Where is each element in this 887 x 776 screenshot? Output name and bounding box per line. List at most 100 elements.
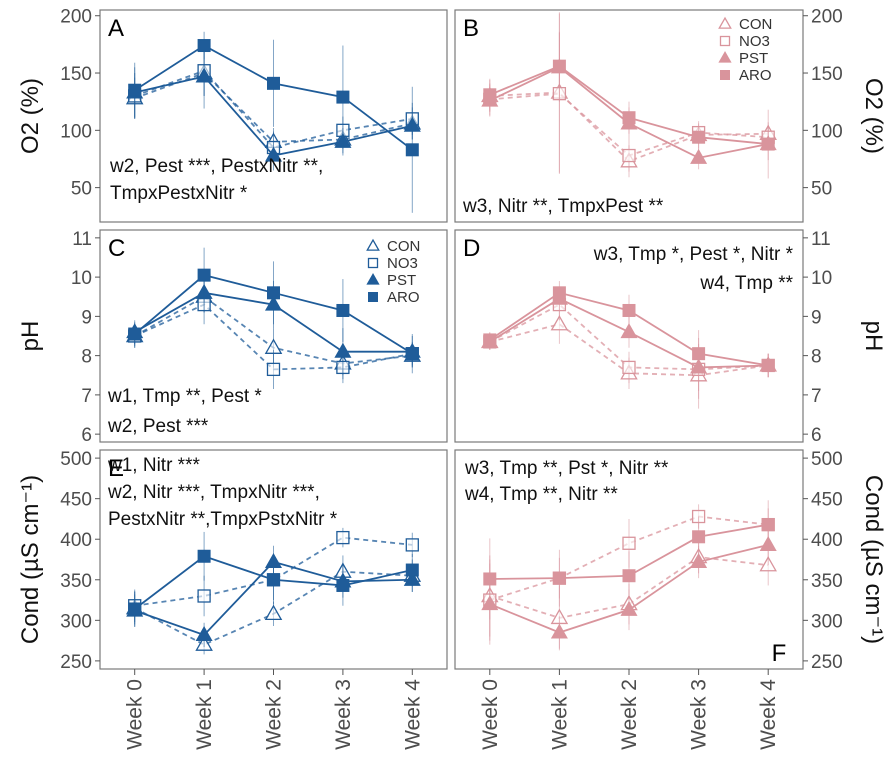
y-tick-label: 100 [60, 121, 92, 142]
legend-label: ARO [739, 67, 772, 84]
y-tick-label: 250 [60, 652, 92, 673]
legend-label: NO3 [387, 255, 418, 272]
series-aro [128, 531, 419, 627]
panel-a: 50 100 150 200 O2 (%) Aw2, Pest ***, PestxNit… [17, 7, 448, 223]
series-aro [483, 31, 775, 179]
data-point [550, 314, 569, 331]
data-point [266, 362, 281, 377]
series-line [134, 69, 413, 149]
y-tick-label: 150 [811, 64, 843, 85]
y-axis-label: pH [17, 321, 44, 352]
legend-label: NO3 [739, 33, 770, 50]
legend-label: PST [387, 272, 416, 289]
panel-label: A [108, 15, 124, 42]
series-line [489, 515, 769, 601]
legend-key [366, 238, 380, 251]
data-point [334, 342, 352, 358]
data-point [405, 538, 419, 552]
data-point [336, 90, 350, 104]
data-point [405, 347, 419, 361]
y-tick-label: 400 [60, 530, 92, 551]
x-tick-label: Week 2 [618, 679, 641, 750]
data-point [620, 600, 638, 616]
annotation-text: w3, Nitr **, TmpxPest ** [462, 196, 664, 217]
data-point [622, 360, 636, 375]
y-tick-label: 200 [811, 7, 843, 28]
panel-label: D [463, 235, 480, 262]
panel-c: 6 7 8 9 10 11 pH Cw1, Tmp **, Pest * w2, Pest **… [17, 229, 448, 446]
annotation-text: w3, Tmp **, Pst *, Nitr ** [464, 458, 669, 479]
annotation-text: w2, Pest ***, PestxNitr **, [109, 156, 323, 177]
panel-label: B [463, 15, 479, 42]
panel-label: F [772, 640, 787, 667]
data-point [692, 347, 706, 361]
annotation-text: w3, Tmp *, Pest *, Nitr * [593, 244, 794, 265]
y-tick-label: 6 [811, 425, 822, 446]
series-aro [128, 247, 419, 374]
data-point [622, 148, 636, 163]
data-point [761, 518, 775, 532]
y-tick-label: 350 [811, 571, 843, 592]
data-point [264, 604, 283, 621]
y-tick-label: 500 [811, 449, 843, 470]
data-point [405, 563, 419, 577]
data-point [195, 626, 213, 641]
annotation-text: w1, Tmp **, Pest * [107, 386, 262, 407]
annotation-text: w1, Nitr *** [107, 455, 200, 476]
data-point [128, 83, 142, 97]
annotation-text: w4, Tmp **, Nitr ** [464, 484, 618, 505]
data-point [197, 549, 211, 563]
data-point [197, 39, 211, 53]
y-tick-label: 400 [811, 530, 843, 551]
data-point [552, 286, 566, 300]
y-tick-label: 50 [811, 179, 832, 200]
data-point [622, 303, 636, 317]
legend-key [368, 292, 378, 302]
data-point [195, 67, 213, 83]
x-tick-label: Week 3 [688, 679, 711, 750]
annotation-text: PestxNitr **,TmpxPstxNitr * [108, 509, 338, 530]
y-tick-label: 450 [60, 490, 92, 511]
y-tick-label: 350 [60, 571, 92, 592]
series-aro [128, 31, 419, 213]
series-aro [483, 281, 775, 378]
y-tick-label: 11 [811, 229, 831, 250]
y-tick-label: 8 [811, 347, 822, 368]
legend-key [719, 35, 731, 47]
series-line [489, 556, 769, 619]
data-point [690, 148, 708, 164]
panel-d: 6 7 8 9 10 11 pH D w3, Tmp *, Pest *, Nitr * w4, … [454, 229, 887, 446]
y-tick-label: 7 [811, 386, 822, 407]
x-tick-label: Week 0 [124, 679, 147, 750]
data-point [550, 623, 568, 639]
annotation-text: w2, Pest *** [107, 416, 209, 437]
legend-key [718, 16, 732, 29]
x-tick-label: Week 3 [332, 679, 355, 750]
x-tick-label: Week 4 [757, 679, 780, 750]
x-tick-label: Week 4 [401, 679, 424, 750]
y-tick-label: 250 [811, 652, 843, 673]
annotation-text: TmpxPestxNitr * [110, 183, 248, 204]
data-point [483, 572, 497, 586]
data-point [552, 571, 566, 585]
legend-key [720, 70, 730, 80]
data-point [197, 268, 211, 282]
y-tick-label: 6 [81, 425, 92, 446]
data-point [690, 553, 708, 568]
data-point [622, 569, 636, 583]
y-tick-label: 9 [81, 307, 92, 328]
series-line [134, 536, 413, 607]
panel-e: 250 300 350 400 450 500 Cond (µS cm⁻¹) Ew1, Nit… [17, 449, 448, 673]
x-tick-label: Week 0 [479, 679, 502, 750]
data-point [483, 88, 497, 102]
data-point [692, 130, 706, 144]
legend-key [718, 51, 732, 63]
data-point [761, 137, 775, 151]
legend-label: ARO [387, 289, 420, 306]
y-tick-label: 9 [811, 307, 822, 328]
legend-key [367, 257, 379, 269]
data-point [336, 303, 350, 317]
legend-label: CON [739, 16, 772, 33]
panel-label: E [108, 455, 124, 482]
data-point [267, 573, 280, 587]
